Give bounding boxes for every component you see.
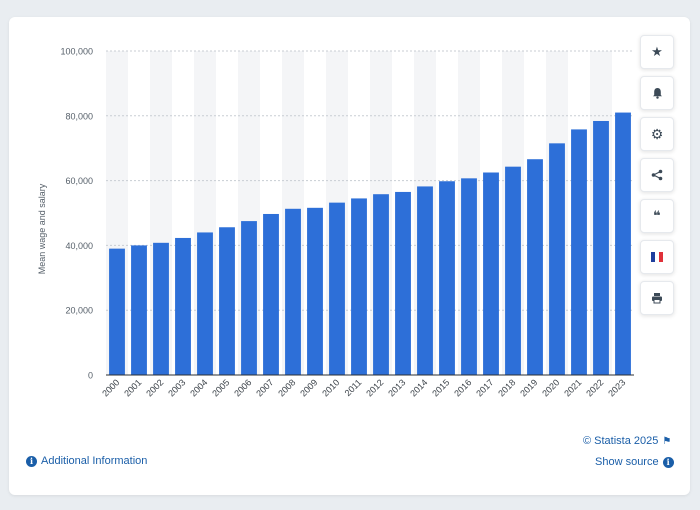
bar	[307, 207, 323, 375]
share-icon	[651, 169, 663, 181]
bar	[549, 143, 565, 375]
copyright-link[interactable]: © Statista 2025 ⚑	[583, 435, 671, 447]
info-icon: i	[662, 456, 674, 468]
bar	[593, 120, 609, 375]
notification-button[interactable]	[640, 76, 674, 110]
y-tick-label: 80,000	[65, 111, 93, 121]
x-tick-label: 2000	[100, 377, 121, 398]
x-tick-label: 2023	[606, 377, 627, 398]
chart-toolbar: ★ ⚙ ❝	[640, 35, 674, 315]
language-button[interactable]	[640, 240, 674, 274]
bar	[175, 237, 191, 375]
chart-card: 0 20,000 40,000 60,000 80,000 100,000 2000 2001…	[9, 17, 690, 495]
bar	[505, 166, 521, 375]
bar	[395, 191, 411, 375]
share-button[interactable]	[640, 158, 674, 192]
x-tick-label: 2014	[408, 377, 429, 398]
print-button[interactable]	[640, 281, 674, 315]
x-tick-label: 2007	[254, 377, 275, 398]
x-tick-label: 2011	[343, 377, 364, 398]
flag-icon: ⚑	[662, 435, 672, 447]
quote-icon: ❝	[653, 208, 661, 223]
x-tick-label: 2013	[386, 377, 407, 398]
x-tick-label: 2015	[430, 377, 451, 398]
settings-button[interactable]: ⚙	[640, 117, 674, 151]
bell-icon	[652, 88, 662, 99]
x-tick-label: 2020	[540, 377, 561, 398]
gear-icon: ⚙	[650, 125, 664, 142]
bar	[417, 186, 433, 375]
bar	[439, 181, 455, 375]
bar	[285, 208, 301, 375]
cite-button[interactable]: ❝	[640, 199, 674, 233]
x-tick-label: 2006	[232, 377, 253, 398]
print-icon	[652, 293, 662, 304]
bar	[153, 242, 169, 375]
bar	[373, 194, 389, 375]
bar	[329, 202, 345, 375]
x-tick-label: 2017	[474, 377, 495, 398]
bar	[615, 112, 631, 375]
copyright-text: © Statista 2025	[583, 435, 659, 447]
x-tick-label: 2019	[518, 377, 539, 398]
bar	[527, 159, 543, 375]
y-tick-label: 100,000	[60, 47, 93, 57]
x-tick-label: 2016	[452, 377, 473, 398]
show-source-label: Show source	[595, 456, 659, 468]
x-tick-label: 2012	[364, 377, 385, 398]
y-axis-label: Mean wage and salary	[37, 183, 47, 274]
x-tick-label: 2022	[584, 377, 605, 398]
x-tick-label: 2005	[210, 377, 231, 398]
x-tick-label: 2004	[188, 377, 209, 398]
x-tick-label: 2010	[320, 377, 341, 398]
france-flag-icon	[650, 252, 664, 262]
bar	[131, 245, 147, 375]
x-tick-label: 2008	[276, 377, 297, 398]
bar	[263, 213, 279, 375]
bar	[461, 178, 477, 375]
additional-information-label: Additional Information	[41, 455, 148, 467]
x-tick-label: 2009	[298, 377, 319, 398]
bar-chart: 0 20,000 40,000 60,000 80,000 100,000 2000 2001…	[37, 47, 634, 399]
favorite-button[interactable]: ★	[640, 35, 674, 69]
y-tick-label: 60,000	[65, 176, 93, 186]
additional-information-link[interactable]: i Additional Information	[26, 455, 147, 467]
bar	[351, 198, 367, 375]
bar	[241, 221, 257, 375]
x-tick-label: 2001	[122, 377, 143, 398]
star-icon: ★	[651, 44, 663, 59]
y-tick-label: 20,000	[65, 306, 93, 316]
show-source-link[interactable]: Show source i	[595, 456, 674, 468]
x-tick-label: 2003	[166, 377, 187, 398]
y-tick-label: 0	[88, 371, 93, 381]
x-tick-label: 2002	[144, 377, 165, 398]
bar	[219, 227, 235, 375]
x-tick-label: 2021	[562, 377, 583, 398]
bar	[483, 172, 499, 375]
y-tick-label: 40,000	[65, 241, 93, 251]
info-icon: i	[26, 455, 37, 467]
bar	[109, 248, 125, 375]
bar	[571, 129, 587, 375]
x-tick-label: 2018	[496, 377, 517, 398]
bar	[197, 232, 213, 375]
